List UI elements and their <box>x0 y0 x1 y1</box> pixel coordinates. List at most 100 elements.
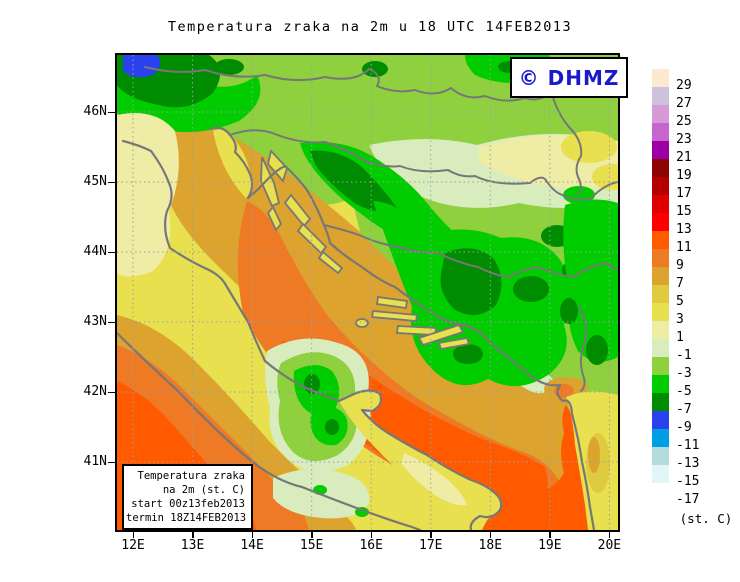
colorbar-tick-label: -5 <box>676 384 692 399</box>
colorbar-cell <box>652 483 669 501</box>
lon-tick <box>370 532 373 538</box>
colorbar-tick-label: 1 <box>676 330 684 345</box>
lat-tick <box>108 391 115 393</box>
colorbar-cell <box>652 375 669 393</box>
lat-tick <box>108 181 115 183</box>
lat-axis-label: 43N <box>83 314 107 329</box>
colorbar-tick-label: 29 <box>676 78 692 93</box>
temp-fill-region <box>563 199 618 362</box>
lat-axis-label: 42N <box>83 384 107 399</box>
lon-tick <box>132 532 134 538</box>
lat-axis-label: 46N <box>83 104 107 119</box>
temp-fill-region <box>561 131 617 163</box>
temp-fill-region <box>117 113 179 277</box>
lat-tick <box>108 321 115 323</box>
temp-cold-spot <box>123 55 161 78</box>
lat-axis-label: 41N <box>83 454 107 469</box>
colorbar-tick-label: -15 <box>676 474 700 489</box>
temp-fill-region <box>560 298 578 324</box>
colorbar-cell <box>652 357 669 375</box>
colorbar-tick-label: 11 <box>676 240 692 255</box>
lon-axis-label: 20E <box>597 538 622 553</box>
colorbar-tick-label: 9 <box>676 258 684 273</box>
colorbar-cell <box>652 141 669 159</box>
inset-legend-line: termin 18Z14FEB2013 <box>126 512 247 524</box>
lon-tick <box>430 532 432 538</box>
lon-axis-label: 13E <box>180 538 205 553</box>
temp-fill-region <box>586 335 608 365</box>
temp-fill-region <box>317 250 344 275</box>
page-title: Temperatura zraka na 2m u 18 UTC 14FEB20… <box>167 19 573 35</box>
temp-fill-region <box>213 129 252 198</box>
temp-fill-region <box>550 90 583 196</box>
colorbar-cell <box>652 267 669 285</box>
colorbar-cell <box>652 303 669 321</box>
temp-fill-region <box>362 61 388 77</box>
lat-axis-label: 45N <box>83 174 107 189</box>
temp-fill-region <box>588 437 600 473</box>
colorbar-cell <box>652 411 669 429</box>
coastlines <box>117 126 596 530</box>
temp-fill-region <box>370 310 419 322</box>
colorbar-cell <box>652 393 669 411</box>
lon-axis-label: 17E <box>419 538 443 553</box>
colorbar-cell <box>652 231 669 249</box>
inset-legend-line: Temperatura zraka <box>137 470 245 482</box>
temp-fill-region <box>144 66 552 102</box>
temp-fill-region <box>375 295 409 310</box>
lon-tick <box>549 532 551 538</box>
colorbar-cell <box>652 123 669 141</box>
colorbar-cell <box>652 429 669 447</box>
colorbar-cell <box>652 177 669 195</box>
inset-legend-box: Temperatura zraka na 2m (st. C) start 00z1… <box>122 464 253 530</box>
temp-fill-region <box>440 248 502 316</box>
colorbar-tick-label: -11 <box>676 438 700 453</box>
colorbar-cell <box>652 447 669 465</box>
temp-fill-region <box>267 149 289 183</box>
temp-fill-region <box>121 139 503 530</box>
lat-tick <box>108 111 115 113</box>
map-plot-area <box>115 53 620 532</box>
colorbar-tick-label: -9 <box>676 420 692 435</box>
colorbar-tick-label: 3 <box>676 312 684 327</box>
temp-fill-region <box>237 201 560 515</box>
temp-fill-region <box>310 150 397 212</box>
colorbar-tick-label: 25 <box>676 114 692 129</box>
temp-fill-region <box>417 323 465 347</box>
temp-fill-region <box>325 419 339 435</box>
colorbar-tick-label: 7 <box>676 276 684 291</box>
temp-fill-region <box>323 224 618 278</box>
colorbar-cell <box>652 213 669 231</box>
lon-axis-label: 12E <box>121 538 145 553</box>
colorbar-cell <box>652 339 669 357</box>
colorbar-tick-label: 17 <box>676 186 692 201</box>
lon-tick <box>192 532 194 538</box>
country-borders <box>144 66 618 392</box>
lon-tick <box>311 532 313 538</box>
lon-axis-label: 16E <box>359 538 383 553</box>
lon-tick <box>489 532 492 538</box>
colorbar-tick-label: 27 <box>676 96 692 111</box>
temp-fill-region <box>117 331 422 530</box>
colorbar <box>652 69 669 501</box>
temp-fill-region <box>266 205 283 232</box>
colorbar-unit-label: (st. C) <box>679 511 733 526</box>
temp-fill-region <box>209 126 596 530</box>
lon-axis-label: 14E <box>240 538 264 553</box>
inset-legend-line: na 2m (st. C) <box>162 484 245 496</box>
temp-fill-region <box>296 222 328 255</box>
colorbar-cell <box>652 465 669 483</box>
lat-tick <box>108 461 115 463</box>
temp-fill-region <box>401 453 467 506</box>
colorbar-tick-label: 15 <box>676 204 692 219</box>
colorbar-tick-label: 13 <box>676 222 692 237</box>
colorbar-tick-label: 21 <box>676 150 692 165</box>
colorbar-cell <box>652 69 669 87</box>
colorbar-cell <box>652 105 669 123</box>
temp-fill-region <box>229 129 618 201</box>
colorbar-tick-label: -7 <box>676 402 692 417</box>
colorbar-cell <box>652 87 669 105</box>
colorbar-cell <box>652 249 669 267</box>
colorbar-tick-label: 5 <box>676 294 684 309</box>
